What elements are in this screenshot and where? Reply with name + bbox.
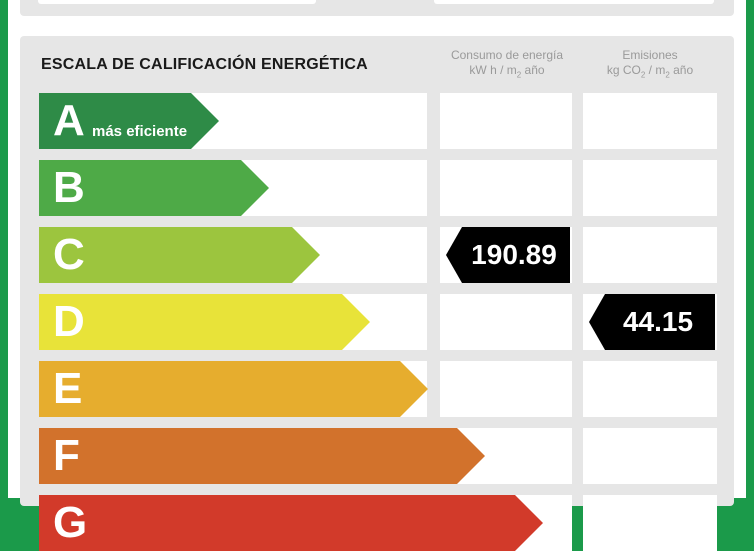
rating-arrow-shape-d [39,294,370,350]
rating-arrow-e [39,361,428,417]
rating-bar-f: F [39,428,485,484]
emisiones-header-line2: kg CO2 / m2 año [606,63,694,80]
rating-sublabel: más eficiente [92,123,188,140]
consumo-value-badge: 190.89 [446,227,570,283]
emisiones-cell-e [583,361,717,417]
rating-arrow-shape-e [39,361,428,417]
rating-bar-c: C [39,227,320,283]
rating-letter: G [53,498,88,547]
consumo-header: Consumo de energía kW h / m2 año [440,48,574,82]
rating-arrow-b [39,160,269,216]
emisiones-cell-c [583,227,717,283]
rating-arrow-shape-c [39,227,320,283]
emisiones-header: Emisiones kg CO2 / m2 año [583,48,717,82]
rating-letter: B [53,163,85,212]
rating-letter: A [53,96,85,145]
consumo-value: 190.89 [471,239,557,270]
rating-letter: F [53,431,80,480]
rating-letter: E [53,364,83,413]
consumo-cell-b [440,160,572,216]
top-field-left [38,0,316,4]
consumo-cell-e [440,361,572,417]
rating-arrow-shape-b [39,160,269,216]
rating-bar-b: B [39,160,269,216]
rating-arrow-shape-f [39,428,485,484]
emisiones-cell-b [583,160,717,216]
scale-title: ESCALA DE CALIFICACIÓN ENERGÉTICA [41,56,368,73]
emisiones-badge-arrow [589,294,715,350]
consumo-badge-arrow [446,227,570,283]
emisiones-header-line1: Emisiones [622,48,678,62]
emisiones-value: 44.15 [622,306,694,337]
emisiones-cell-a [583,93,717,149]
top-info-panel [20,0,734,16]
rating-arrow-a [39,93,219,149]
rating-letter: C [53,230,85,279]
rating-letter: D [53,297,85,346]
consumo-header-line1: Consumo de energía [450,48,564,62]
emisiones-cell-f [583,428,717,484]
top-field-right [434,0,714,4]
rating-arrow-d [39,294,370,350]
consumo-cell-d [440,294,572,350]
emisiones-badge-shape [589,294,715,350]
rating-bar-e: E [39,361,428,417]
consumo-cell-a [440,93,572,149]
consumo-header-line2: kW h / m2 año [469,63,545,80]
consumo-badge-shape [446,227,570,283]
rating-arrow-c [39,227,320,283]
rating-bar-g: G [39,495,543,551]
emisiones-cell-g [583,495,717,551]
rating-arrow-shape-g [39,495,543,551]
rating-arrow-shape-a [39,93,219,149]
emisiones-value-badge: 44.15 [589,294,715,350]
rating-arrow-g [39,495,543,551]
rating-bar-d: D [39,294,370,350]
rating-arrow-f [39,428,485,484]
